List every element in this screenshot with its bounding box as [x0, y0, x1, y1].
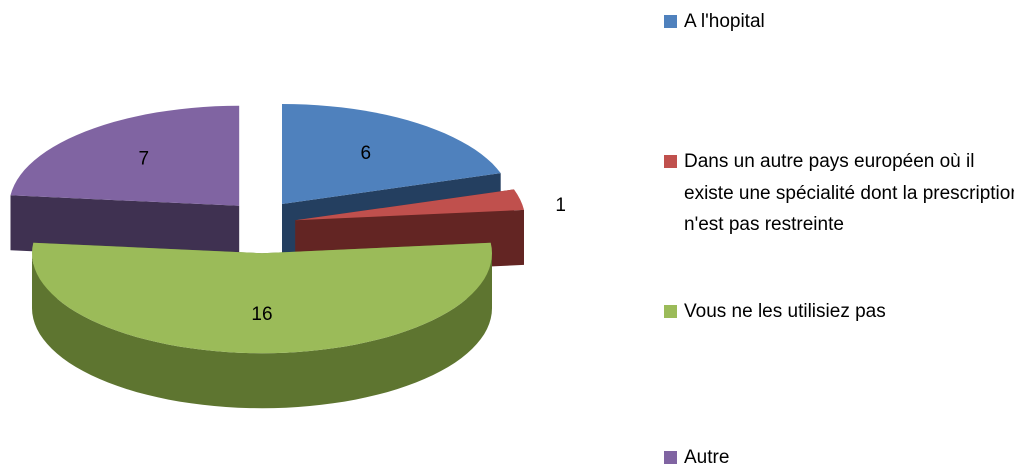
slice-top — [282, 104, 501, 204]
legend-label: A l'hopital — [684, 11, 765, 32]
legend-item: Vous ne les utilisiez pas — [664, 296, 1014, 328]
data-label: 6 — [361, 143, 372, 164]
legend-swatch — [664, 155, 677, 168]
data-label: 7 — [139, 149, 150, 170]
slice — [10, 105, 240, 261]
slice — [32, 242, 492, 409]
data-label: 1 — [555, 195, 566, 216]
legend-item: Dans un autre pays européen où il existe… — [664, 146, 1014, 241]
legend-item: A l'hopital — [664, 6, 1014, 38]
legend-label: Vous ne les utilisiez pas — [684, 301, 886, 322]
slice-top — [295, 189, 524, 221]
legend-item: Autre — [664, 442, 1014, 469]
legend-label: Dans un autre pays européen où il existe… — [684, 151, 1014, 235]
chart: 6 1 16 7 — [10, 104, 566, 409]
legend-label: Autre — [684, 447, 730, 468]
legend-swatch — [664, 15, 677, 28]
slice-top — [10, 105, 240, 206]
legend-swatch — [664, 305, 677, 318]
slice-top — [32, 242, 492, 354]
slice-side — [32, 253, 492, 409]
data-label: 16 — [251, 304, 272, 325]
legend-swatch — [664, 451, 677, 464]
